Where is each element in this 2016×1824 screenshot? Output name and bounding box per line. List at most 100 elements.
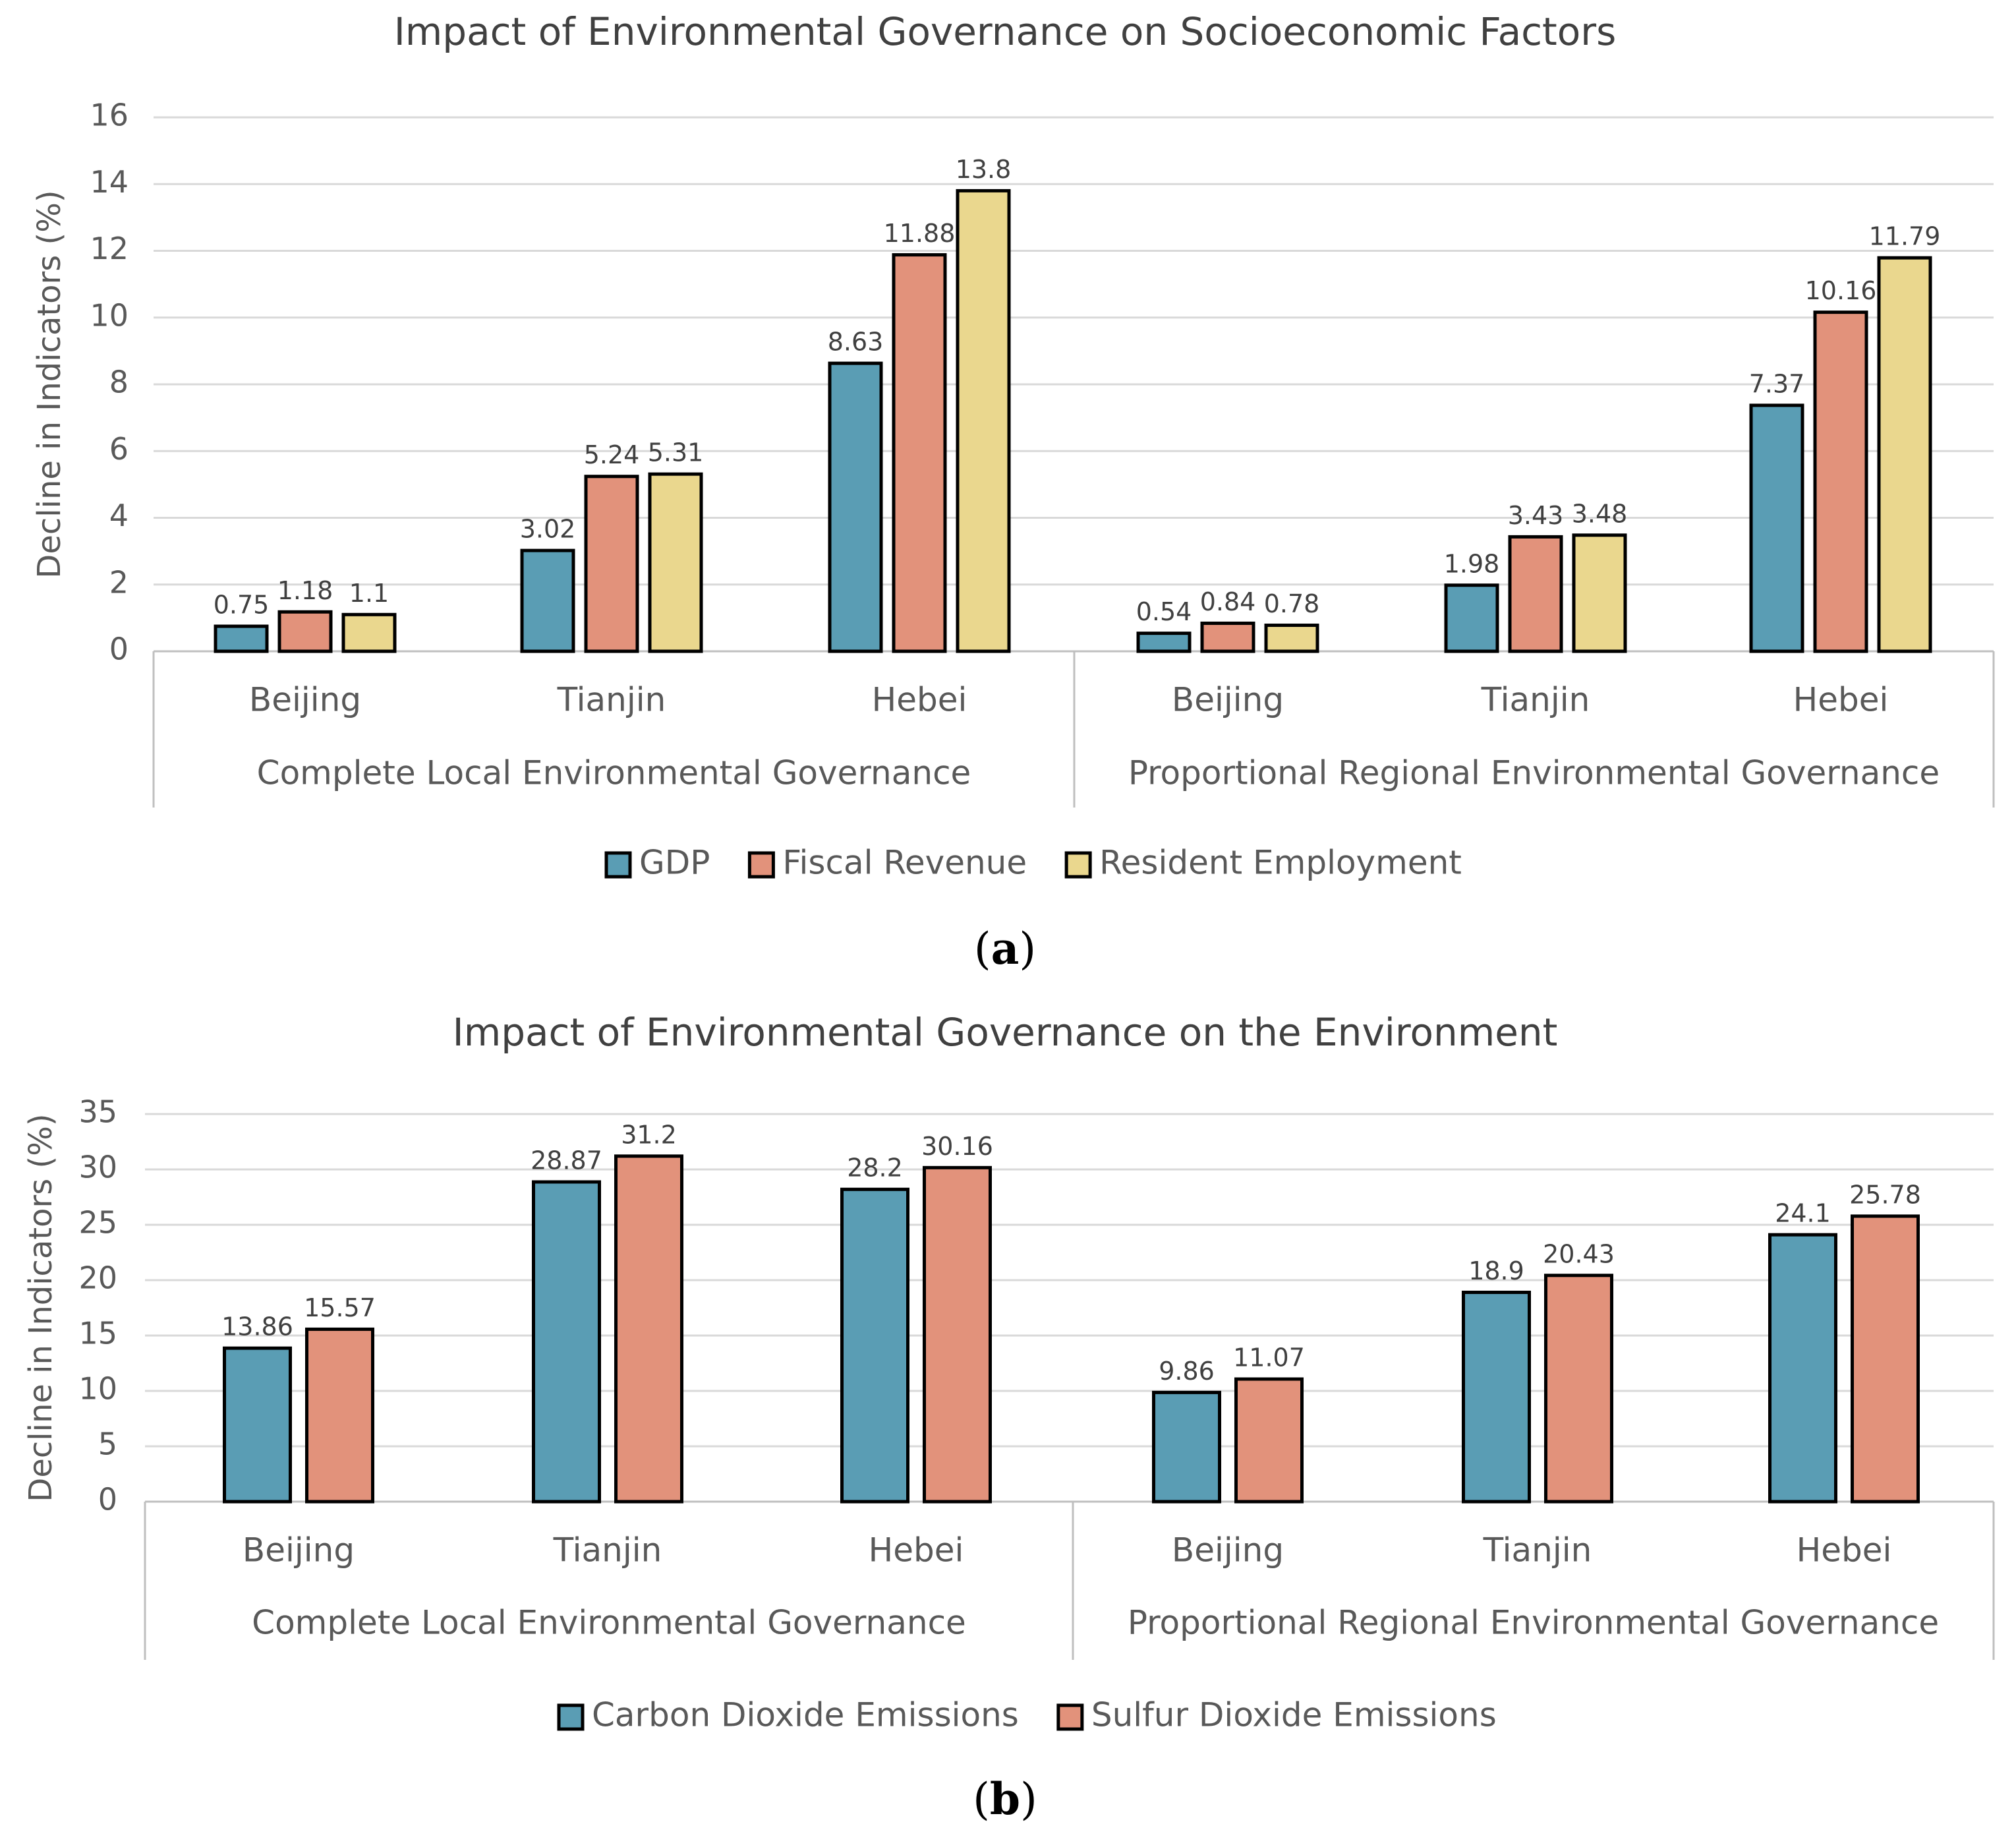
- y-tick-label: 4: [109, 498, 129, 533]
- data-label: 0.78: [1264, 589, 1320, 618]
- bar-resident-employment: [1264, 624, 1319, 653]
- y-tick-label: 30: [78, 1150, 117, 1185]
- bar-fiscal-revenue: [1508, 535, 1563, 653]
- data-label: 1.98: [1444, 549, 1500, 578]
- category-label: Hebei: [872, 681, 967, 719]
- data-label: 13.86: [221, 1312, 293, 1341]
- y-tick-label: 15: [78, 1316, 117, 1351]
- chart-a: Impact of Environmental Governance on So…: [31, 9, 1995, 974]
- bar-carbon-dioxide-emissions: [1152, 1390, 1221, 1504]
- bar-gdp: [214, 624, 269, 653]
- bar-fiscal-revenue: [1200, 621, 1255, 653]
- bar-gdp: [828, 361, 883, 653]
- bar-sulfur-dioxide-emissions: [1234, 1377, 1304, 1504]
- bar-carbon-dioxide-emissions: [223, 1346, 292, 1504]
- chart-title: Impact of Environmental Governance on So…: [394, 9, 1617, 54]
- group-label: Complete Local Environmental Governance: [252, 1604, 966, 1642]
- bar-fiscal-revenue: [584, 475, 639, 653]
- data-label: 31.2: [621, 1120, 677, 1149]
- data-label: 3.02: [520, 515, 576, 544]
- bar-gdp: [520, 548, 575, 653]
- legend-entry: Fiscal Revenue: [782, 844, 1027, 882]
- y-tick-label: 14: [90, 164, 129, 200]
- y-tick-label: 25: [78, 1205, 117, 1241]
- data-label: 24.1: [1775, 1199, 1831, 1228]
- chart-b: Impact of Environmental Governance on th…: [22, 1010, 1995, 1824]
- data-label: 5.31: [648, 438, 704, 467]
- data-label: 8.63: [828, 328, 884, 357]
- y-tick-label: 0: [98, 1482, 117, 1517]
- y-tick-label: 5: [98, 1427, 117, 1462]
- category-label: Tianjin: [553, 1531, 662, 1570]
- data-label: 1.18: [277, 576, 333, 605]
- legend-entry: Carbon Dioxide Emissions: [592, 1696, 1019, 1734]
- y-tick-label: 0: [109, 632, 129, 667]
- legend-entry: Sulfur Dioxide Emissions: [1091, 1696, 1497, 1734]
- y-axis-label: Decline in Indicators (%): [22, 1113, 59, 1502]
- y-tick-label: 35: [78, 1094, 117, 1130]
- group-label: Proportional Regional Environmental Gove…: [1128, 1604, 1939, 1642]
- bar-gdp: [1136, 632, 1192, 653]
- category-label: Beijing: [1172, 1531, 1284, 1570]
- data-label: 5.24: [584, 440, 640, 469]
- data-label: 11.79: [1869, 222, 1941, 251]
- data-label: 0.54: [1136, 597, 1192, 626]
- panel-label: (a): [974, 923, 1036, 974]
- data-label: 7.37: [1749, 369, 1805, 398]
- data-label: 28.87: [531, 1146, 602, 1175]
- bar-resident-employment: [341, 612, 397, 653]
- category-label: Beijing: [243, 1531, 355, 1570]
- bar-fiscal-revenue: [277, 610, 333, 653]
- data-label: 11.88: [884, 219, 956, 248]
- bar-sulfur-dioxide-emissions: [1851, 1214, 1920, 1504]
- bar-resident-employment: [648, 472, 703, 653]
- legend-swatch: [747, 851, 775, 879]
- data-label: 10.16: [1805, 276, 1877, 305]
- group-label: Complete Local Environmental Governance: [257, 754, 971, 792]
- data-label: 18.9: [1468, 1256, 1524, 1285]
- bar-resident-employment: [1572, 533, 1627, 653]
- bar-carbon-dioxide-emissions: [1462, 1290, 1531, 1504]
- y-tick-label: 20: [78, 1260, 117, 1296]
- bar-sulfur-dioxide-emissions: [305, 1327, 374, 1504]
- data-label: 30.16: [921, 1132, 993, 1161]
- bar-resident-employment: [956, 189, 1011, 653]
- category-label: Tianjin: [557, 681, 666, 719]
- data-label: 1.1: [349, 579, 389, 608]
- bar-carbon-dioxide-emissions: [532, 1180, 601, 1504]
- y-tick-label: 2: [109, 564, 129, 600]
- data-label: 3.48: [1572, 499, 1628, 528]
- bar-gdp: [1444, 583, 1499, 653]
- y-tick-label: 8: [109, 365, 129, 400]
- y-tick-label: 6: [109, 431, 129, 467]
- y-axis-label: Decline in Indicators (%): [31, 190, 68, 578]
- legend-swatch: [1056, 1703, 1084, 1731]
- legend-entry: GDP: [639, 844, 710, 882]
- category-label: Beijing: [249, 681, 361, 719]
- data-label: 9.86: [1159, 1357, 1215, 1386]
- data-label: 20.43: [1543, 1239, 1615, 1268]
- legend-swatch: [604, 851, 632, 879]
- data-label: 3.43: [1508, 501, 1564, 530]
- data-label: 13.8: [956, 155, 1012, 184]
- data-label: 25.78: [1849, 1180, 1921, 1209]
- category-label: Tianjin: [1483, 1531, 1592, 1570]
- data-label: 0.84: [1200, 587, 1256, 616]
- legend-swatch: [557, 1703, 585, 1731]
- bar-fiscal-revenue: [1813, 310, 1868, 653]
- panel-label: (b): [973, 1773, 1037, 1824]
- chart-title: Impact of Environmental Governance on th…: [453, 1010, 1558, 1055]
- y-tick-label: 10: [90, 297, 129, 333]
- bar-resident-employment: [1877, 256, 1932, 653]
- bar-sulfur-dioxide-emissions: [614, 1154, 683, 1504]
- bar-carbon-dioxide-emissions: [1768, 1233, 1837, 1504]
- group-label: Proportional Regional Environmental Gove…: [1128, 754, 1940, 792]
- data-label: 0.75: [214, 591, 270, 620]
- y-tick-label: 10: [78, 1371, 117, 1407]
- data-label: 28.2: [847, 1154, 903, 1183]
- data-label: 15.57: [304, 1293, 376, 1322]
- bar-gdp: [1749, 403, 1804, 653]
- data-label: 11.07: [1233, 1343, 1305, 1372]
